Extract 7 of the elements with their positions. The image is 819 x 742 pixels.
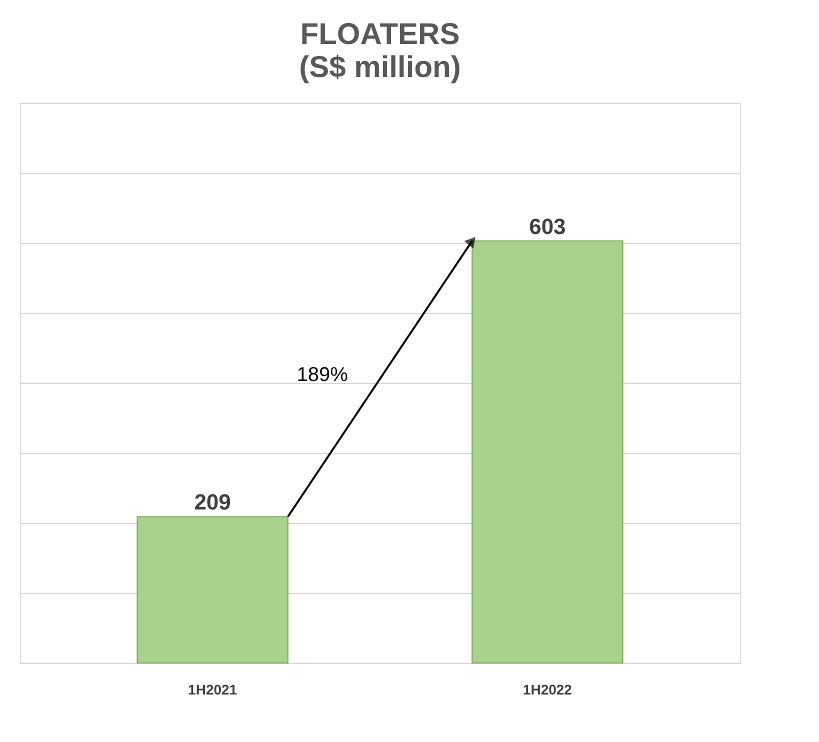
x-tick-label: 1H2021: [188, 682, 238, 698]
annotation: 189%: [296, 364, 348, 386]
data-label: 603: [529, 214, 566, 239]
chart-title: FLOATERS: [300, 18, 460, 51]
x-tick-label: 1H2022: [522, 682, 572, 698]
chart-subtitle: (S$ million): [299, 51, 461, 84]
data-label: 209: [194, 490, 231, 515]
